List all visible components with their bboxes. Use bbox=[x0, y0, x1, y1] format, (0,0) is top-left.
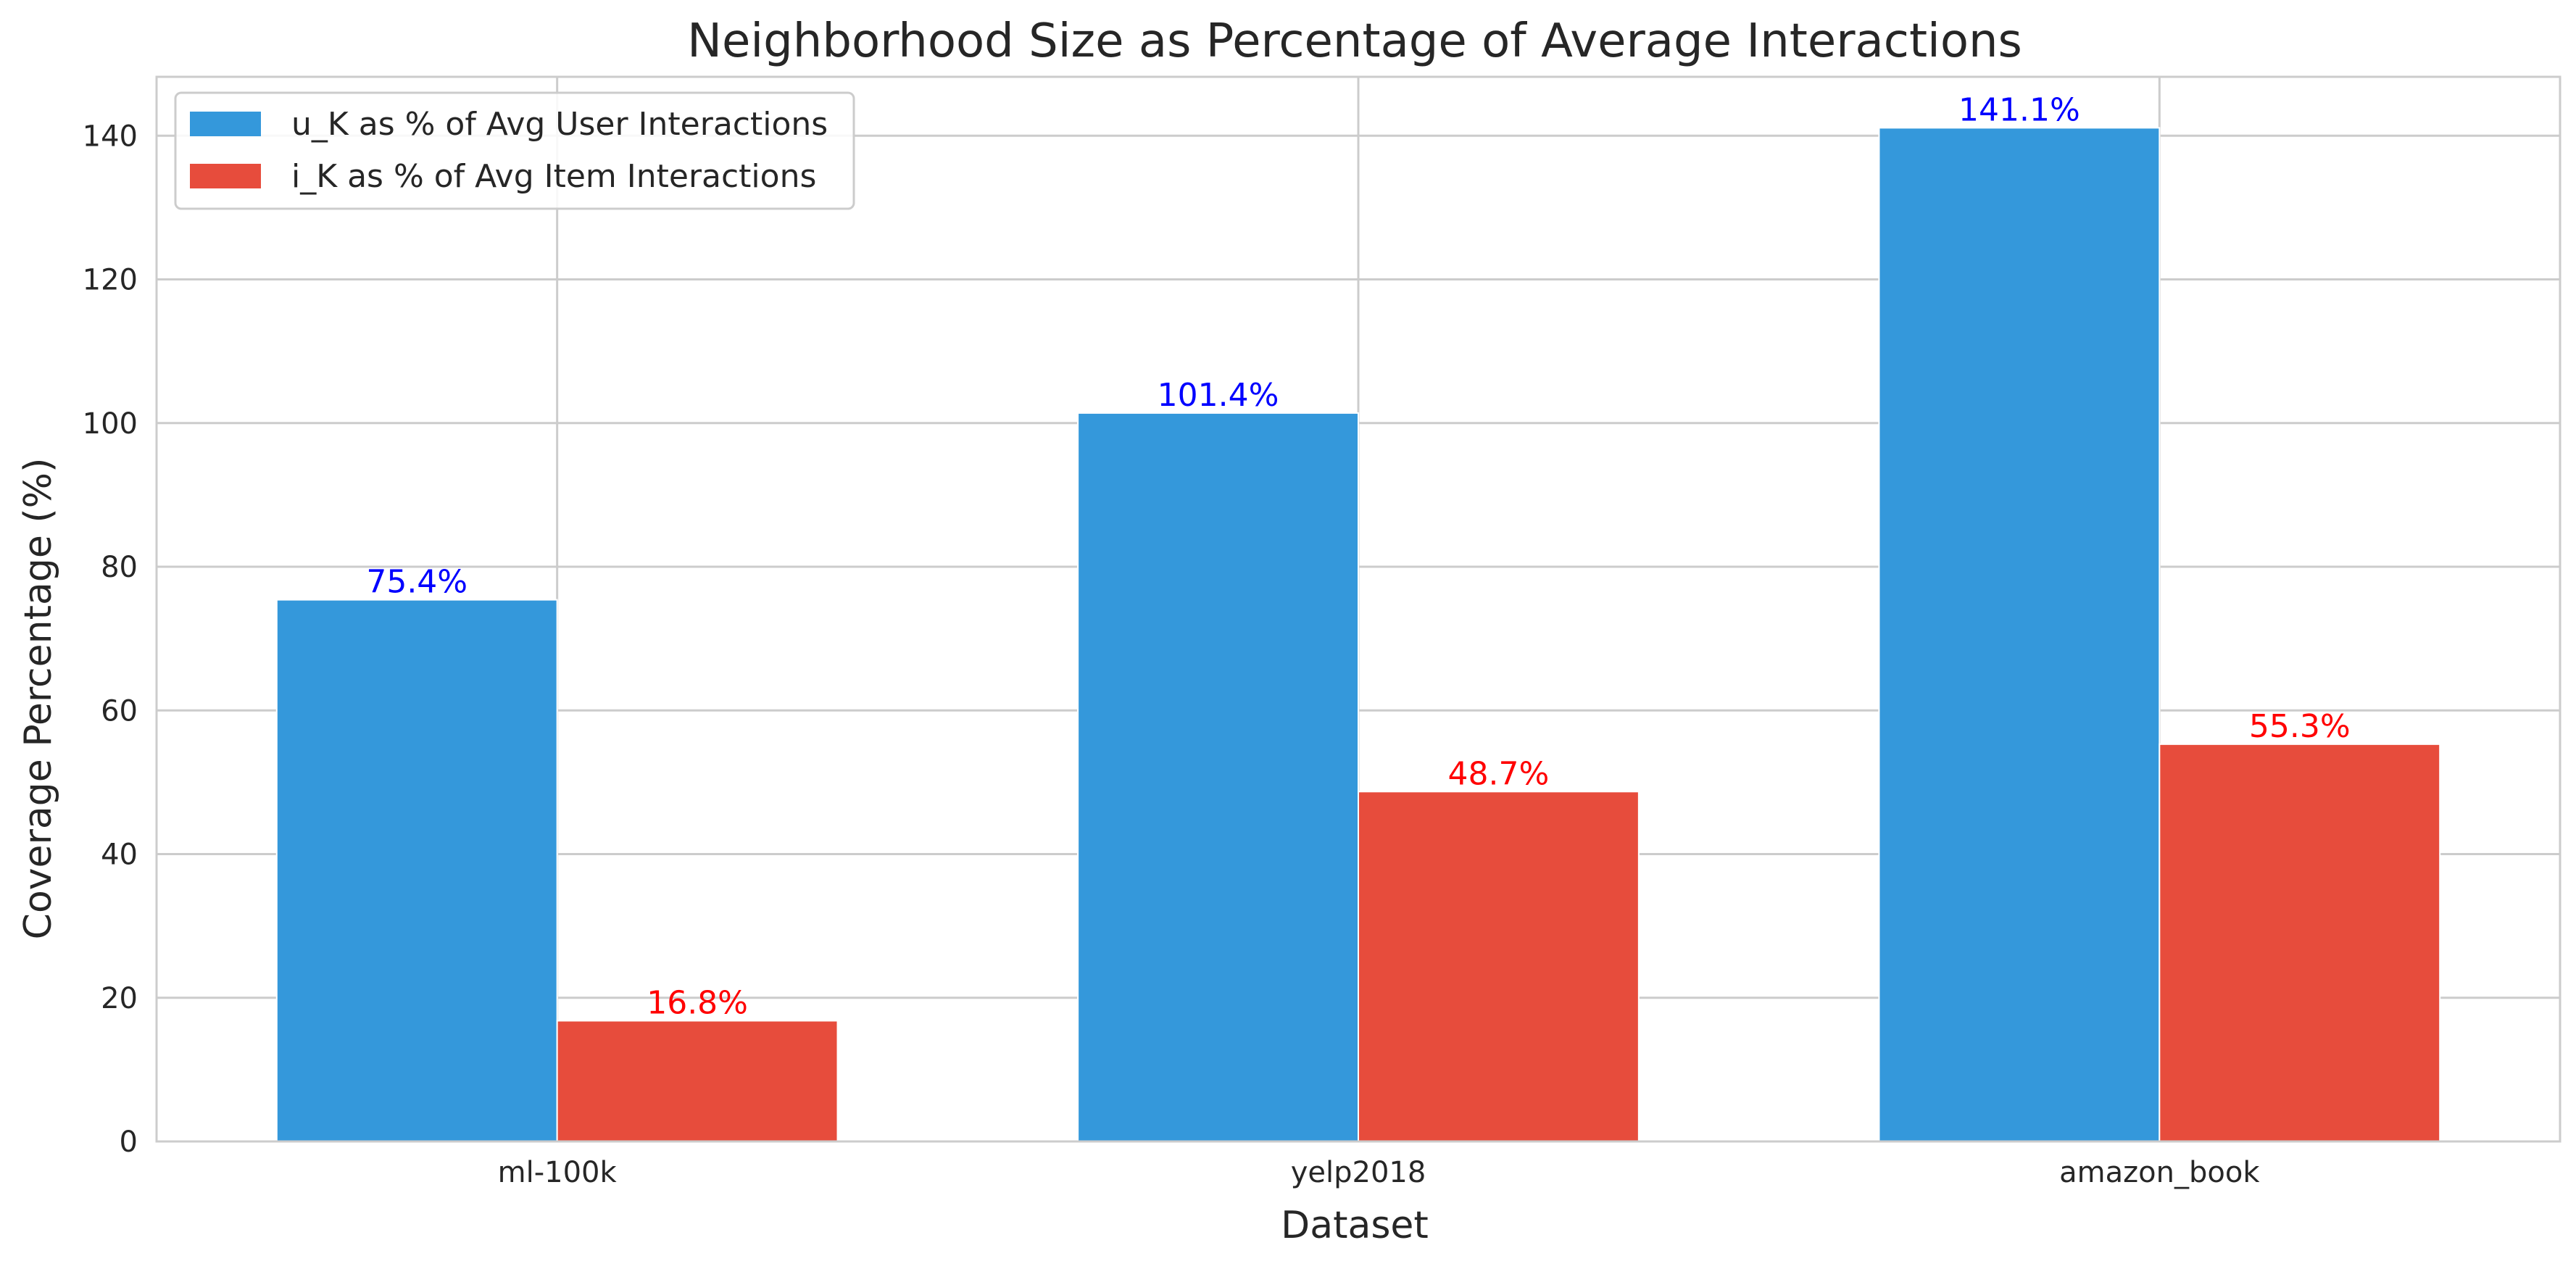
y-tick-label: 60 bbox=[101, 694, 138, 728]
legend-label-user: u_K as % of Avg User Interactions bbox=[291, 106, 828, 143]
bar bbox=[1077, 412, 1359, 1142]
legend-box bbox=[174, 91, 855, 210]
x-axis-title: Dataset bbox=[1281, 1204, 1429, 1247]
y-tick-label: 100 bbox=[83, 407, 138, 441]
bar bbox=[1878, 127, 2161, 1142]
bar bbox=[275, 599, 558, 1142]
data-label: 48.7% bbox=[1448, 755, 1550, 792]
bar bbox=[556, 1020, 839, 1142]
data-label: 101.4% bbox=[1158, 377, 1279, 414]
data-label: 75.4% bbox=[366, 564, 468, 601]
y-tick-labels: 0 20 40 60 80 100 120 140 bbox=[83, 120, 138, 1159]
bar bbox=[2159, 743, 2441, 1142]
bar bbox=[1358, 791, 1640, 1143]
legend-swatch-user bbox=[190, 112, 261, 136]
legend-swatch-item bbox=[190, 164, 261, 188]
x-tick-label: yelp2018 bbox=[1291, 1156, 1426, 1189]
y-tick-label: 80 bbox=[101, 551, 138, 584]
legend-label-item: i_K as % of Avg Item Interactions bbox=[291, 158, 816, 195]
y-tick-label: 120 bbox=[83, 264, 138, 297]
y-tick-label: 40 bbox=[101, 839, 138, 872]
bars bbox=[275, 127, 2441, 1143]
legend: u_K as % of Avg User Interactions i_K as… bbox=[174, 91, 855, 210]
chart-title: Neighborhood Size as Percentage of Avera… bbox=[687, 14, 2022, 68]
x-tick-label: amazon_book bbox=[2059, 1156, 2260, 1189]
plot-frame bbox=[155, 75, 2562, 1143]
data-label: 16.8% bbox=[647, 984, 748, 1021]
y-tick-label: 0 bbox=[120, 1126, 138, 1159]
y-tick-label: 20 bbox=[101, 982, 138, 1015]
data-label: 141.1% bbox=[1958, 91, 2080, 128]
data-labels: 75.4% 16.8% 101.4% 48.7% 141.1% 55.3% bbox=[366, 91, 2350, 1021]
y-axis-title: Coverage Percentage (%) bbox=[17, 458, 60, 940]
y-tick-label: 140 bbox=[83, 120, 138, 153]
data-label: 55.3% bbox=[2249, 708, 2351, 745]
x-tick-label: ml-100k bbox=[498, 1156, 618, 1189]
x-tick-labels: ml-100k yelp2018 amazon_book bbox=[498, 1156, 2261, 1189]
